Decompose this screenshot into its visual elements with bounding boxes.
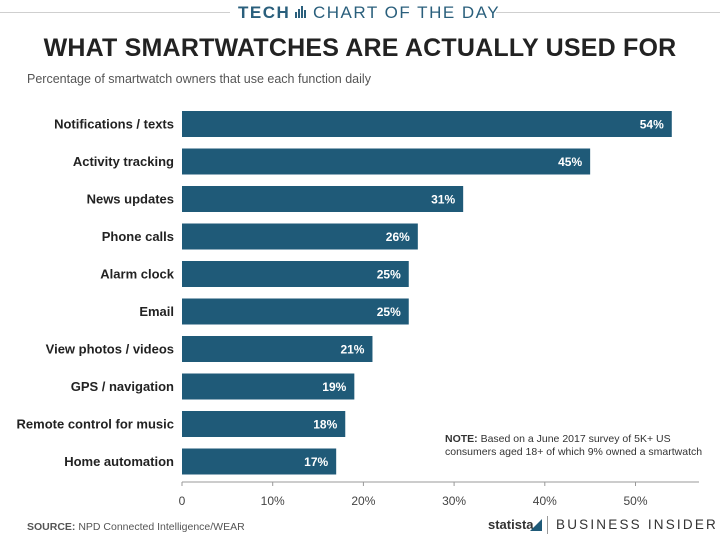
banner-rule-left bbox=[0, 12, 230, 13]
x-tick-label: 10% bbox=[261, 494, 285, 508]
source-text: NPD Connected Intelligence/WEAR bbox=[75, 521, 245, 533]
bar bbox=[182, 223, 418, 250]
x-tick-label: 30% bbox=[442, 494, 466, 508]
category-label: Activity tracking bbox=[73, 154, 174, 169]
value-label: 54% bbox=[640, 118, 664, 132]
note-label: NOTE: bbox=[445, 433, 478, 445]
note-text: Based on a June 2017 survey of 5K+ US co… bbox=[445, 433, 703, 458]
category-label: Email bbox=[139, 304, 174, 319]
bar bbox=[182, 186, 464, 212]
source-label: SOURCE: bbox=[27, 521, 76, 533]
x-tick-label: 40% bbox=[533, 494, 557, 508]
category-label: Remote control for music bbox=[17, 417, 174, 432]
category-label: View photos / videos bbox=[46, 342, 174, 357]
section-label: TECH bbox=[238, 3, 291, 22]
bar bbox=[182, 448, 337, 475]
value-label: 45% bbox=[558, 155, 582, 169]
category-label: Alarm clock bbox=[100, 267, 174, 282]
chart-note: NOTE: Based on a June 2017 survey of 5K+… bbox=[445, 433, 715, 459]
value-label: 31% bbox=[431, 193, 455, 207]
x-tick-label: 0 bbox=[179, 494, 186, 508]
bar-chart-icon bbox=[295, 6, 306, 18]
bar bbox=[182, 261, 409, 287]
bar bbox=[182, 111, 672, 137]
value-label: 25% bbox=[377, 305, 401, 319]
category-label: Home automation bbox=[64, 454, 174, 469]
value-label: 19% bbox=[322, 380, 346, 394]
value-label: 26% bbox=[386, 230, 410, 244]
business-insider-logo: BUSINESS INSIDER bbox=[556, 517, 718, 532]
statista-mark-icon bbox=[530, 519, 542, 531]
x-tick-label: 50% bbox=[623, 494, 647, 508]
category-label: News updates bbox=[87, 192, 174, 207]
chart-subtitle: Percentage of smartwatch owners that use… bbox=[27, 72, 371, 86]
value-label: 25% bbox=[377, 268, 401, 282]
category-label: Phone calls bbox=[102, 229, 174, 244]
bar bbox=[182, 336, 373, 362]
source-credit: SOURCE: NPD Connected Intelligence/WEAR bbox=[27, 521, 245, 533]
statista-logo: statista bbox=[488, 517, 534, 532]
value-label: 17% bbox=[304, 455, 328, 469]
bar bbox=[182, 148, 591, 175]
category-label: Notifications / texts bbox=[54, 117, 174, 132]
bar bbox=[182, 373, 355, 400]
bar-chart: Notifications / texts 54% Activity trackin… bbox=[17, 111, 699, 508]
top-banner: TECH CHART OF THE DAY bbox=[0, 0, 720, 26]
bar bbox=[182, 298, 409, 325]
brand-divider bbox=[547, 516, 548, 534]
banner-rule-right bbox=[496, 12, 720, 13]
category-label: GPS / navigation bbox=[71, 379, 174, 394]
value-label: 21% bbox=[340, 343, 364, 357]
chart-of-the-day-label: CHART OF THE DAY bbox=[313, 3, 501, 22]
x-tick-label: 20% bbox=[351, 494, 375, 508]
page-title: WHAT SMARTWATCHES ARE ACTUALLY USED FOR bbox=[43, 34, 677, 62]
bar bbox=[182, 411, 346, 437]
value-label: 18% bbox=[313, 418, 337, 432]
